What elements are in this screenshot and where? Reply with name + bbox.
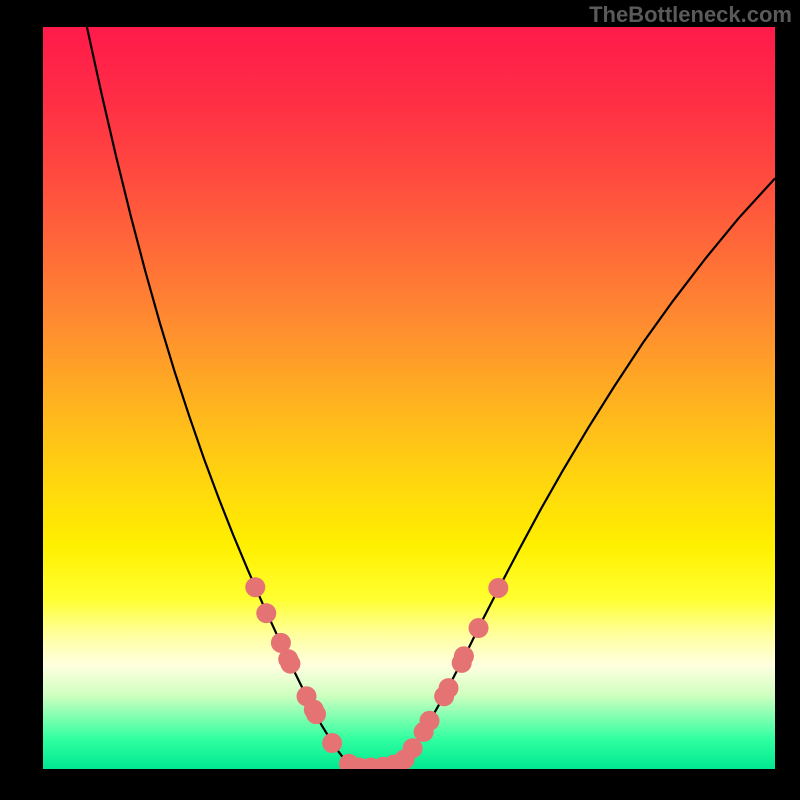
bottleneck-chart	[0, 0, 800, 800]
data-point	[256, 603, 276, 623]
watermark-text: TheBottleneck.com	[589, 2, 792, 28]
data-point	[322, 733, 342, 753]
data-point	[469, 618, 489, 638]
data-point	[439, 678, 459, 698]
data-point	[488, 578, 508, 598]
data-point	[420, 711, 440, 731]
data-point	[454, 646, 474, 666]
data-point	[306, 704, 326, 724]
data-point	[280, 654, 300, 674]
plot-background	[43, 27, 775, 769]
data-point	[403, 738, 423, 758]
chart-container: TheBottleneck.com	[0, 0, 800, 800]
data-point	[245, 577, 265, 597]
